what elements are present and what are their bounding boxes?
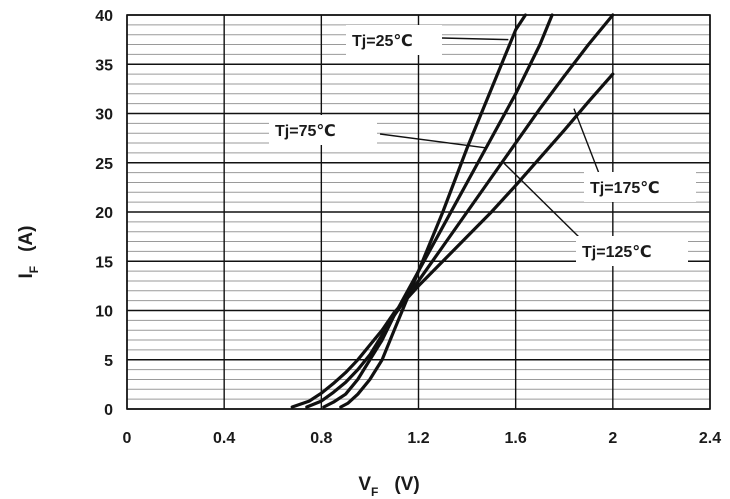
y-tick-label: 15 <box>95 254 113 271</box>
x-tick-label: 1.6 <box>505 430 527 447</box>
x-tick-label: 0.8 <box>310 430 332 447</box>
series-line <box>305 13 615 409</box>
x-axis-unit: (V) <box>394 474 419 495</box>
x-tick-label: 2.4 <box>699 430 721 447</box>
annotation-label: Tj=125℃ <box>582 244 652 261</box>
annotation-leaders <box>379 37 601 241</box>
x-axis-sub: F <box>371 485 378 499</box>
annotation-leader <box>573 108 601 177</box>
y-tick-label: 10 <box>95 304 113 321</box>
y-axis-title: IF (A) <box>16 225 41 278</box>
y-tick-label: 0 <box>104 402 113 419</box>
x-axis-title: VF (V) <box>358 474 419 499</box>
annotation-label: Tj=75℃ <box>275 123 336 140</box>
annotation-leader <box>503 162 583 241</box>
y-tick-label: 20 <box>95 205 113 222</box>
annotations: Tj=25℃ Tj=75℃ Tj=175℃ Tj=125℃ <box>269 25 696 266</box>
tick-labels: 0 0.4 0.8 1.2 1.6 2 2.4 0 5 10 15 20 25 30 35 40 <box>95 8 721 447</box>
y-tick-label: 5 <box>104 353 113 370</box>
y-tick-label: 35 <box>95 57 113 74</box>
y-axis-main: I <box>16 273 37 278</box>
annotation-box <box>576 236 688 266</box>
series-line <box>322 13 554 409</box>
annotation-label: Tj=25℃ <box>352 33 413 50</box>
annotation-leader <box>441 37 509 41</box>
x-axis-main: V <box>358 474 371 495</box>
plot-border <box>126 14 711 410</box>
y-axis-sub: F <box>27 266 41 273</box>
annotation-leader <box>379 133 487 149</box>
x-tick-label: 1.2 <box>407 430 429 447</box>
y-tick-label: 30 <box>95 107 113 124</box>
series-line <box>290 72 615 409</box>
y-axis-unit: (A) <box>16 225 37 251</box>
curves <box>290 13 615 409</box>
annotation-box <box>269 115 377 145</box>
x-tick-label: 2 <box>608 430 617 447</box>
x-tick-label: 0.4 <box>213 430 235 447</box>
y-tick-label: 25 <box>95 156 113 173</box>
annotation-box <box>346 25 442 55</box>
annotation-label: Tj=175℃ <box>590 180 660 197</box>
annotation-box <box>584 172 696 202</box>
x-tick-label: 0 <box>123 430 132 447</box>
y-tick-label: 40 <box>95 8 113 25</box>
